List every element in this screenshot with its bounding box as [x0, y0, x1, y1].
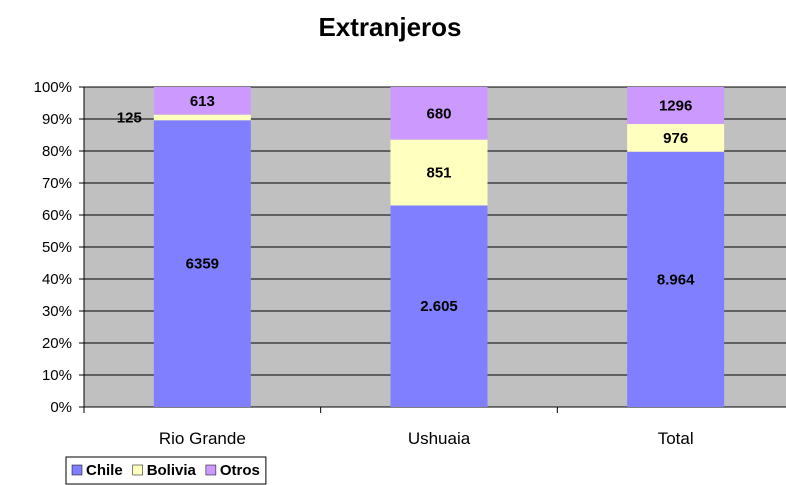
legend-swatch	[205, 464, 217, 476]
legend-swatch	[71, 464, 83, 476]
data-label: 2.605	[420, 298, 458, 315]
plot-area: 0% 10% 20% 30% 40% 50% 60% 70% 80% 90% 100% 6359 125…	[34, 79, 786, 448]
y-tick-label: 90%	[42, 111, 72, 128]
legend-box	[65, 456, 267, 485]
y-tick-label: 0%	[50, 399, 72, 416]
bar-segment	[153, 87, 251, 115]
data-label: 125	[117, 109, 142, 126]
bar-segment	[390, 139, 488, 206]
data-label: 8.964	[657, 271, 695, 288]
x-tick-label: Ushuaia	[408, 429, 471, 448]
y-tick-label: 100%	[34, 79, 72, 96]
y-tick-label: 60%	[42, 207, 72, 224]
legend-swatch	[132, 464, 143, 476]
data-label: 680	[426, 105, 451, 122]
data-label: 6359	[186, 256, 219, 273]
chart-title: Extranjeros	[318, 12, 461, 42]
data-label: 851	[426, 165, 451, 182]
bar-segment	[390, 205, 488, 407]
bar-segment	[153, 120, 251, 407]
data-label: 1296	[659, 97, 692, 114]
bar-segment	[627, 123, 725, 152]
legend-label: Bolivia	[147, 462, 197, 479]
bar-segment	[153, 114, 251, 121]
data-label: 613	[190, 93, 215, 110]
legend-label: Chile	[86, 462, 123, 479]
y-tick-label: 40%	[42, 271, 72, 288]
y-tick-label: 80%	[42, 143, 72, 160]
legend-label: Otros	[220, 462, 260, 479]
x-tick-label: Total	[658, 429, 694, 448]
y-tick-label: 20%	[42, 335, 72, 352]
bar-segment	[390, 87, 488, 140]
y-tick-label: 30%	[42, 303, 72, 320]
y-tick-label: 70%	[42, 175, 72, 192]
bar-segment	[627, 151, 725, 407]
y-tick-label: 10%	[42, 367, 72, 384]
x-tick-label: Rio Grande	[159, 429, 246, 448]
bar-segment	[627, 87, 725, 124]
legend: Chile Bolivia Otros	[65, 456, 267, 485]
y-tick-label: 50%	[42, 239, 72, 256]
data-label: 976	[663, 130, 688, 147]
